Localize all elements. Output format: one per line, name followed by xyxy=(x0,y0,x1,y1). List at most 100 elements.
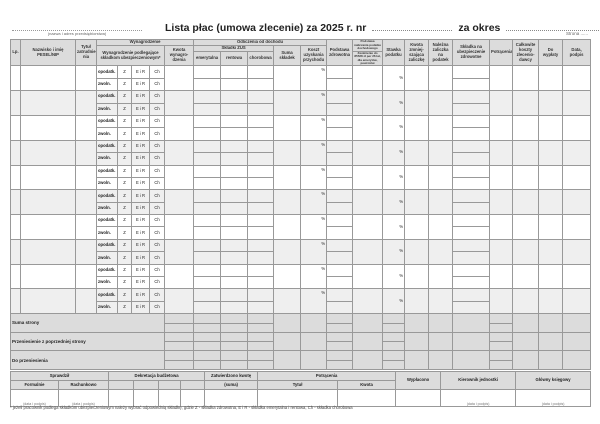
calkowite-cell[interactable] xyxy=(512,114,540,141)
kwota-zmn-cell[interactable] xyxy=(404,114,430,141)
chorobowe-cell[interactable] xyxy=(247,251,275,265)
summary-cell[interactable] xyxy=(562,331,592,352)
potracenia-cell[interactable] xyxy=(489,263,514,290)
summary-cell[interactable] xyxy=(352,313,384,333)
data-podpis-cell[interactable] xyxy=(562,238,592,265)
potracenia-cell[interactable] xyxy=(489,164,514,191)
podstawa-doch-cell[interactable] xyxy=(352,263,384,290)
kwota-wynagr-cell[interactable] xyxy=(163,164,195,191)
potracenia-kwota-input[interactable] xyxy=(337,389,397,407)
skladka-zdrow-cell[interactable] xyxy=(452,90,491,104)
kwota-zmn-cell[interactable] xyxy=(404,263,430,290)
ch-option[interactable]: Ch xyxy=(149,90,165,104)
summary-cell[interactable] xyxy=(247,350,275,361)
skladka-zdrow-cell[interactable] xyxy=(452,288,491,302)
suma-cell[interactable] xyxy=(273,114,302,141)
chorobowe-cell[interactable] xyxy=(247,90,275,104)
potracenia-cell[interactable] xyxy=(489,65,514,92)
chorobowe-cell[interactable] xyxy=(247,288,275,302)
chorobowe-cell[interactable] xyxy=(247,114,275,129)
ch-option[interactable]: Ch xyxy=(149,176,165,191)
z-option[interactable]: Z xyxy=(117,139,132,154)
rentowe-cell[interactable] xyxy=(220,214,249,228)
nalezna-cell[interactable] xyxy=(428,65,454,92)
title-cell[interactable] xyxy=(75,189,97,216)
chorobowe-cell[interactable] xyxy=(247,276,275,290)
calkowite-cell[interactable] xyxy=(512,214,540,240)
do-wyplaty-cell[interactable] xyxy=(538,263,564,290)
rentowe-cell[interactable] xyxy=(220,139,249,154)
podstawa-zdrow-cell[interactable] xyxy=(326,214,354,228)
kwota-wynagr-cell[interactable] xyxy=(163,114,195,141)
ch-option[interactable]: Ch xyxy=(149,139,165,154)
summary-cell[interactable] xyxy=(326,331,354,343)
stawka-cell[interactable]: % xyxy=(382,164,406,191)
rentowe-cell[interactable] xyxy=(220,90,249,104)
summary-cell[interactable] xyxy=(273,331,302,352)
summary-cell[interactable] xyxy=(489,341,514,352)
z-option[interactable]: Z xyxy=(117,176,132,191)
skladka-zdrow-cell[interactable] xyxy=(452,214,491,228)
eir-option[interactable]: E i R xyxy=(131,189,150,203)
stawka-cell[interactable]: % xyxy=(382,238,406,265)
signature-kierownik[interactable]: (data i podpis) xyxy=(440,389,517,407)
ch-option[interactable]: Ch xyxy=(149,288,165,302)
skladka-zdrow-cell[interactable] xyxy=(452,189,491,203)
data-podpis-cell[interactable] xyxy=(562,90,592,116)
podstawa-doch-cell[interactable] xyxy=(352,288,384,315)
summary-cell[interactable] xyxy=(382,313,406,324)
z-option[interactable]: Z xyxy=(117,276,132,290)
ch-option[interactable]: Ch xyxy=(149,152,165,166)
podstawa-zdrow-cell[interactable] xyxy=(326,251,354,265)
skladka-zdrow-cell[interactable] xyxy=(452,300,491,315)
ch-option[interactable]: Ch xyxy=(149,102,165,116)
rentowe-cell[interactable] xyxy=(220,276,249,290)
z-option[interactable]: Z xyxy=(117,214,132,228)
summary-cell[interactable] xyxy=(382,341,406,352)
data-podpis-cell[interactable] xyxy=(562,114,592,141)
summary-cell[interactable] xyxy=(428,350,454,370)
rentowe-cell[interactable] xyxy=(220,201,249,216)
kwota-zmn-cell[interactable] xyxy=(404,189,430,216)
summary-cell[interactable] xyxy=(382,350,406,361)
eir-option[interactable]: E i R xyxy=(131,201,150,216)
summary-cell[interactable] xyxy=(273,313,302,333)
emerytalne-cell[interactable] xyxy=(193,139,222,154)
potracenia-cell[interactable] xyxy=(489,238,514,265)
signature-formalnie[interactable]: (data i podpis) xyxy=(10,389,59,407)
rentowe-cell[interactable] xyxy=(220,238,249,253)
title-cell[interactable] xyxy=(75,65,97,92)
z-option[interactable]: Z xyxy=(117,201,132,216)
emerytalne-cell[interactable] xyxy=(193,152,222,166)
eir-option[interactable]: E i R xyxy=(131,214,150,228)
podstawa-zdrow-cell[interactable] xyxy=(326,189,354,203)
skladka-zdrow-cell[interactable] xyxy=(452,127,491,141)
rentowe-cell[interactable] xyxy=(220,300,249,315)
kwota-wynagr-cell[interactable] xyxy=(163,189,195,216)
do-wyplaty-cell[interactable] xyxy=(538,139,564,166)
z-option[interactable]: Z xyxy=(117,127,132,141)
kwota-zmn-cell[interactable] xyxy=(404,214,430,240)
eir-option[interactable]: E i R xyxy=(131,176,150,191)
kwota-wynagr-cell[interactable] xyxy=(163,238,195,265)
title-cell[interactable] xyxy=(75,114,97,141)
summary-cell[interactable] xyxy=(163,331,195,343)
z-option[interactable]: Z xyxy=(117,288,132,302)
summary-cell[interactable] xyxy=(326,350,354,361)
z-option[interactable]: Z xyxy=(117,114,132,129)
summary-cell[interactable] xyxy=(382,322,406,333)
z-option[interactable]: Z xyxy=(117,77,132,92)
suma-cell[interactable] xyxy=(273,139,302,166)
summary-cell[interactable] xyxy=(300,350,328,370)
nalezna-cell[interactable] xyxy=(428,214,454,240)
data-podpis-cell[interactable] xyxy=(562,189,592,216)
summary-cell[interactable] xyxy=(220,313,249,324)
data-podpis-cell[interactable] xyxy=(562,214,592,240)
summary-cell[interactable] xyxy=(404,313,430,333)
summary-cell[interactable] xyxy=(538,313,564,333)
title-cell[interactable] xyxy=(75,139,97,166)
kwota-wynagr-cell[interactable] xyxy=(163,288,195,315)
title-cell[interactable] xyxy=(75,90,97,116)
koszt-cell[interactable]: % xyxy=(300,139,328,166)
kwota-wynagr-cell[interactable] xyxy=(163,65,195,92)
